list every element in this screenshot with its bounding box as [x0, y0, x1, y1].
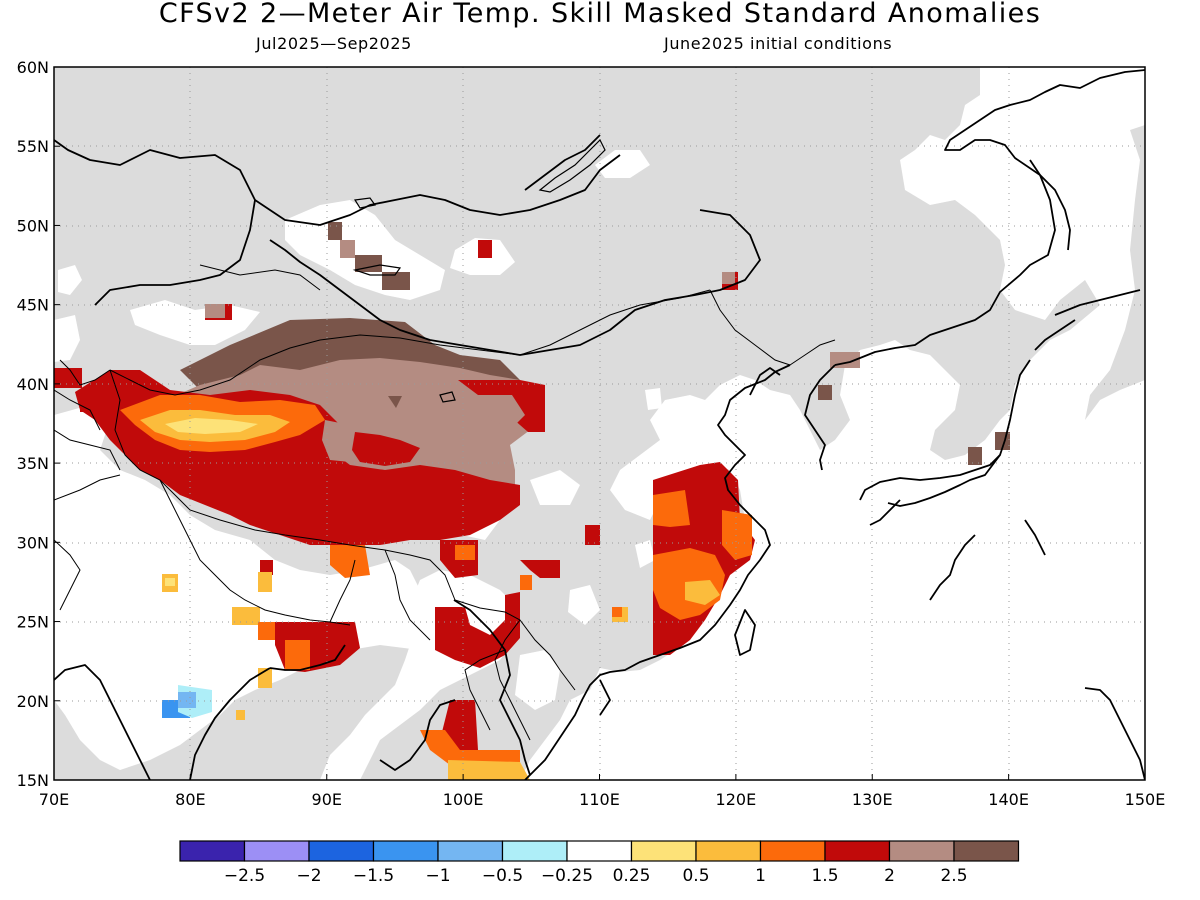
colorbar-swatch [372, 840, 439, 862]
colorbar-label: 2.5 [940, 866, 967, 886]
colorbar-label: 2 [884, 866, 895, 886]
colorbar-label: −0.25 [541, 866, 593, 886]
colorbar-labels: −2.5 −2 −1.5 −1 −0.5 −0.25 0.25 0.5 1 1.5 2 2.5 [224, 866, 968, 886]
gridlines [54, 67, 1145, 780]
colorbar-swatch [630, 840, 697, 862]
colorbar-swatch [888, 840, 955, 862]
colorbar-swatch [243, 840, 310, 862]
colorbar-label: 0.25 [613, 866, 651, 886]
lat-tick-label: 55N [17, 137, 49, 156]
colorbar-swatch [953, 840, 1020, 862]
longitude-tick-labels: 70E 80E 90E 100E 110E 120E 130E 140E 150E [39, 774, 1166, 809]
latitude-tick-labels: 15N 20N 25N 30N 35N 40N 45N 50N 55N 60N [17, 58, 60, 790]
country-borders [54, 264, 836, 741]
lon-tick-label: 110E [579, 790, 620, 809]
lon-tick-label: 80E [175, 790, 205, 809]
colorbar-label: −2.5 [224, 866, 265, 886]
lat-tick-label: 40N [17, 375, 49, 394]
colorbar-swatch [759, 840, 826, 862]
colorbar-label: 0.5 [682, 866, 709, 886]
lat-tick-label: 25N [17, 613, 49, 632]
colorbar-swatch [308, 840, 375, 862]
colorbar-swatch [179, 840, 246, 862]
lon-tick-label: 100E [443, 790, 484, 809]
lat-tick-label: 30N [17, 533, 49, 552]
colorbar-label: −2 [296, 866, 321, 886]
coastlines [54, 69, 1145, 780]
colorbar-swatch [501, 840, 568, 862]
colorbar-label: −1.5 [353, 866, 394, 886]
colorbar-swatch [437, 840, 504, 862]
initial-conditions: June2025 initial conditions [664, 34, 893, 53]
colorbar-label: −0.5 [482, 866, 523, 886]
colorbar-swatch [824, 840, 891, 862]
colorbar-label: −1 [425, 866, 450, 886]
lat-tick-label: 60N [17, 58, 49, 77]
lon-tick-label: 90E [312, 790, 342, 809]
lat-tick-label: 45N [17, 296, 49, 315]
colorbar-swatch [695, 840, 762, 862]
colorbar-label: 1.5 [811, 866, 838, 886]
lakes [352, 138, 606, 403]
lon-tick-label: 150E [1125, 790, 1166, 809]
lon-tick-label: 120E [716, 790, 757, 809]
lon-tick-label: 140E [988, 790, 1029, 809]
anomaly-shading [54, 222, 1010, 780]
lat-tick-label: 15N [17, 771, 49, 790]
map-title: CFSv2 2—Meter Air Temp. Skill Masked Sta… [158, 0, 1042, 29]
lon-tick-label: 70E [39, 790, 69, 809]
lat-tick-label: 20N [17, 692, 49, 711]
lat-tick-label: 35N [17, 454, 49, 473]
lat-tick-label: 50N [17, 216, 49, 235]
lon-tick-label: 130E [852, 790, 893, 809]
colorbar-label: 1 [755, 866, 766, 886]
valid-period: Jul2025—Sep2025 [256, 34, 412, 53]
colorbar [179, 840, 1020, 862]
colorbar-swatch [566, 840, 633, 862]
